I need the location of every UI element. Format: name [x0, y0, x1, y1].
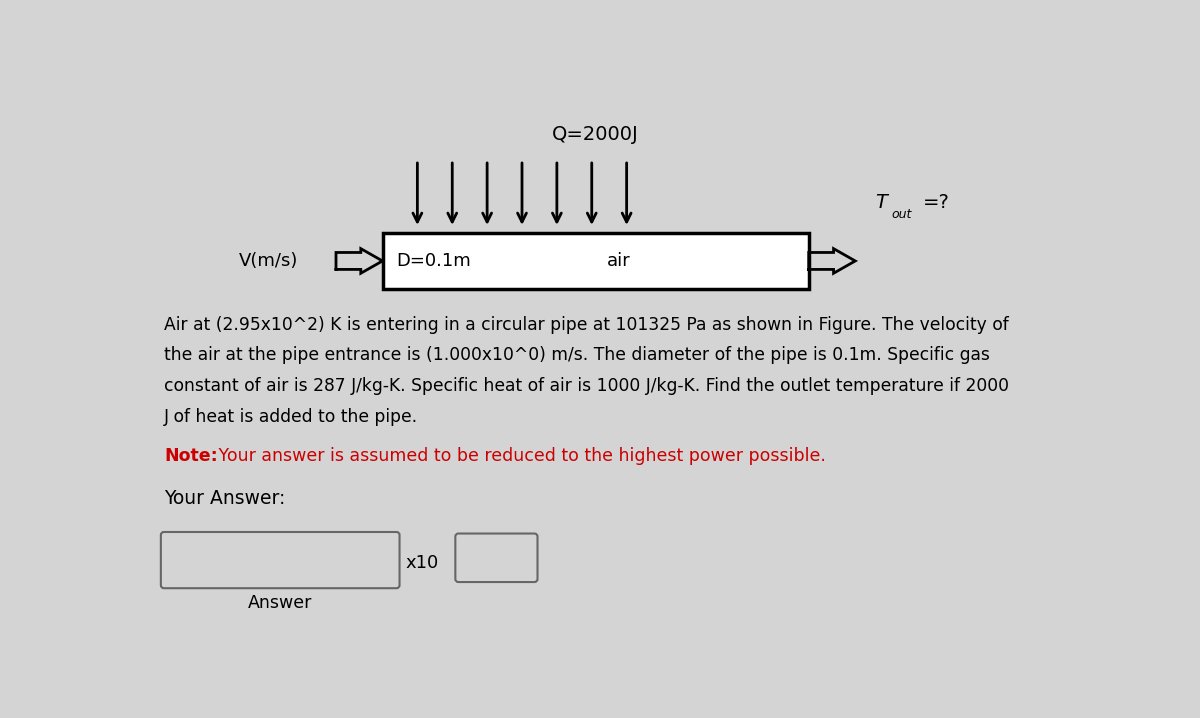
- Text: Answer: Answer: [248, 595, 312, 612]
- Text: Note:: Note:: [164, 447, 217, 465]
- Text: J of heat is added to the pipe.: J of heat is added to the pipe.: [164, 408, 418, 426]
- Text: $T$: $T$: [875, 192, 889, 212]
- Text: D=0.1m: D=0.1m: [396, 252, 472, 270]
- Text: the air at the pipe entrance is (1.000x10^0) m/s. The diameter of the pipe is 0.: the air at the pipe entrance is (1.000x1…: [164, 346, 990, 365]
- Text: air: air: [607, 252, 631, 270]
- Text: constant of air is 287 J/kg-K. Specific heat of air is 1000 J/kg-K. Find the out: constant of air is 287 J/kg-K. Specific …: [164, 377, 1009, 395]
- Text: x10: x10: [406, 554, 439, 572]
- Bar: [383, 233, 809, 289]
- Text: Air at (2.95x10^2) K is entering in a circular pipe at 101325 Pa as shown in Fig: Air at (2.95x10^2) K is entering in a ci…: [164, 316, 1009, 334]
- Text: Your answer is assumed to be reduced to the highest power possible.: Your answer is assumed to be reduced to …: [212, 447, 826, 465]
- Text: Your Answer:: Your Answer:: [164, 489, 286, 508]
- FancyBboxPatch shape: [455, 533, 538, 582]
- Text: =?: =?: [923, 192, 949, 212]
- Text: out: out: [892, 208, 912, 221]
- Text: V(m/s): V(m/s): [239, 252, 299, 270]
- FancyBboxPatch shape: [161, 532, 400, 588]
- Text: Q=2000J: Q=2000J: [552, 125, 640, 144]
